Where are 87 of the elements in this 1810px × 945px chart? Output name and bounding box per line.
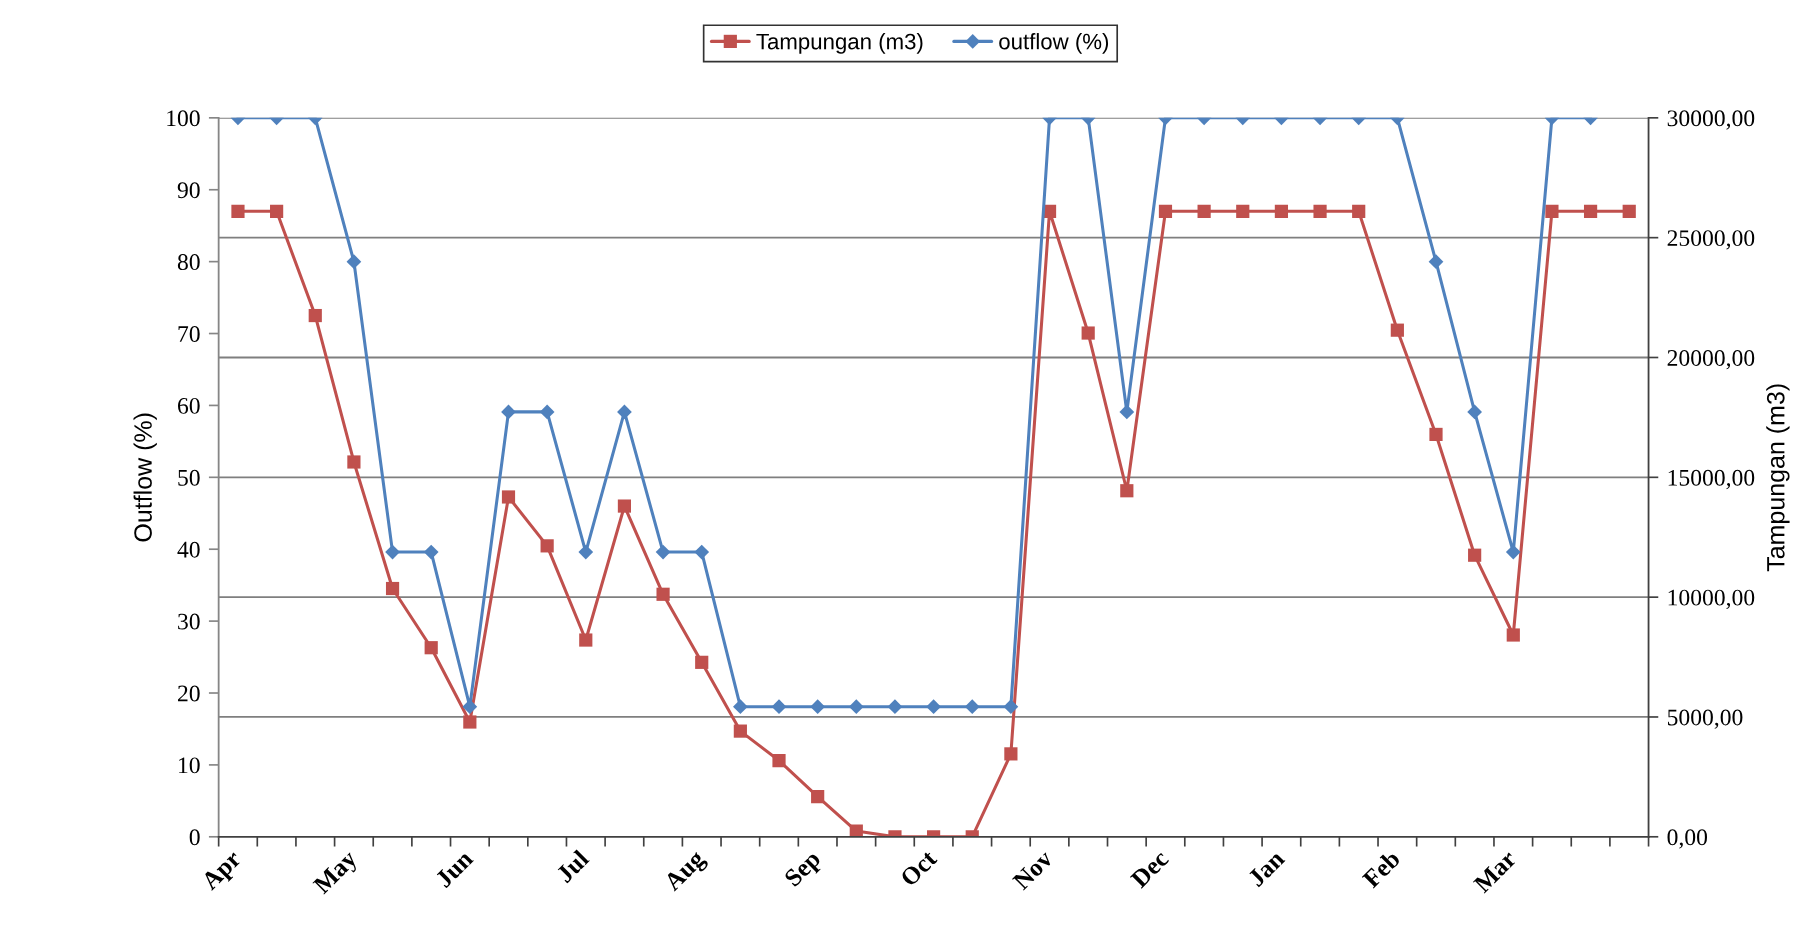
point [578,544,594,560]
x-tick-label: Feb [1361,848,1402,889]
point [694,544,710,560]
point [231,204,245,218]
y-tick-label: 20 [178,685,200,702]
point [1274,204,1289,218]
legend-label: outflow (%) [999,33,1109,54]
point [1081,326,1095,340]
point [964,699,980,715]
y-tick-label: 80 [177,254,200,271]
point [308,308,322,323]
point [1119,404,1135,420]
y-tick-label: 70 [178,326,200,342]
point [423,544,439,560]
point [1545,204,1559,218]
y2-tick-label: 5000,00 [1667,709,1743,729]
point [887,699,903,715]
y2-tick-label: 0,00 [1667,829,1708,849]
point [617,404,632,420]
point [424,641,438,655]
y-tick-label: 10 [179,757,200,774]
point [733,724,747,738]
point [501,490,516,504]
point [1622,204,1636,218]
x-tick-label: Nov [1012,848,1054,891]
point [848,699,864,715]
point [270,204,284,218]
point [1468,548,1482,562]
point [1505,544,1521,560]
y-tick-label: 100 [167,110,200,127]
x-tick-label: Jun [434,849,475,889]
legend-label: Tampungan (m3) [756,33,923,54]
point [655,544,671,560]
point [1120,484,1134,498]
point [501,404,516,420]
point [1003,699,1019,715]
point [810,699,826,715]
y-tick-label: 50 [178,469,200,486]
point [1467,404,1482,420]
y2-tick-label: 25000,00 [1667,230,1755,250]
point [811,789,825,804]
point [347,455,361,469]
x-tick-label: May [312,849,362,899]
point [1390,323,1404,337]
y-axis-title: Outflow (%) [133,413,157,542]
x-tick-label: Sep [783,849,825,891]
x-tick-label: Apr [200,849,246,895]
y2-tick-label: 10000,00 [1668,589,1755,609]
point [1583,204,1598,218]
y-tick-label: 60 [178,397,200,414]
y-tick-label: 90 [177,182,200,199]
point [385,581,400,596]
y-tick-label: 30 [178,613,200,630]
point [1236,204,1250,218]
point [540,539,554,553]
point [772,753,786,768]
x-tick-label: Aug [662,848,710,896]
point [926,699,941,715]
point [695,655,709,669]
x-tick-label: Dec [1130,849,1170,889]
point [462,699,478,715]
x-tick-label: Jan [1247,849,1286,888]
point [771,699,787,715]
point [1197,204,1211,218]
point [539,404,555,420]
point [1506,628,1520,642]
y2-tick-label: 30000,00 [1667,110,1755,130]
point [463,715,477,729]
point [385,544,400,560]
y2-tick-label: 20000,00 [1667,349,1755,370]
point [1352,204,1366,218]
y-tick-label: 40 [177,541,200,558]
x-tick-label: Jul [554,848,590,884]
point [656,587,670,601]
point [1158,204,1173,218]
y-tick-label: 0 [189,829,200,846]
x-tick-label: Mar [1472,849,1518,894]
point [1004,747,1018,761]
point [1313,204,1327,218]
point [733,699,748,715]
point [617,499,632,513]
point [849,824,863,837]
y2-tick-label: 15000,00 [1668,469,1755,490]
point [1429,427,1443,442]
x-tick-label: Oct [899,848,938,888]
y2-axis-title: Tampungan (m3) [1766,384,1790,572]
point [579,633,593,647]
